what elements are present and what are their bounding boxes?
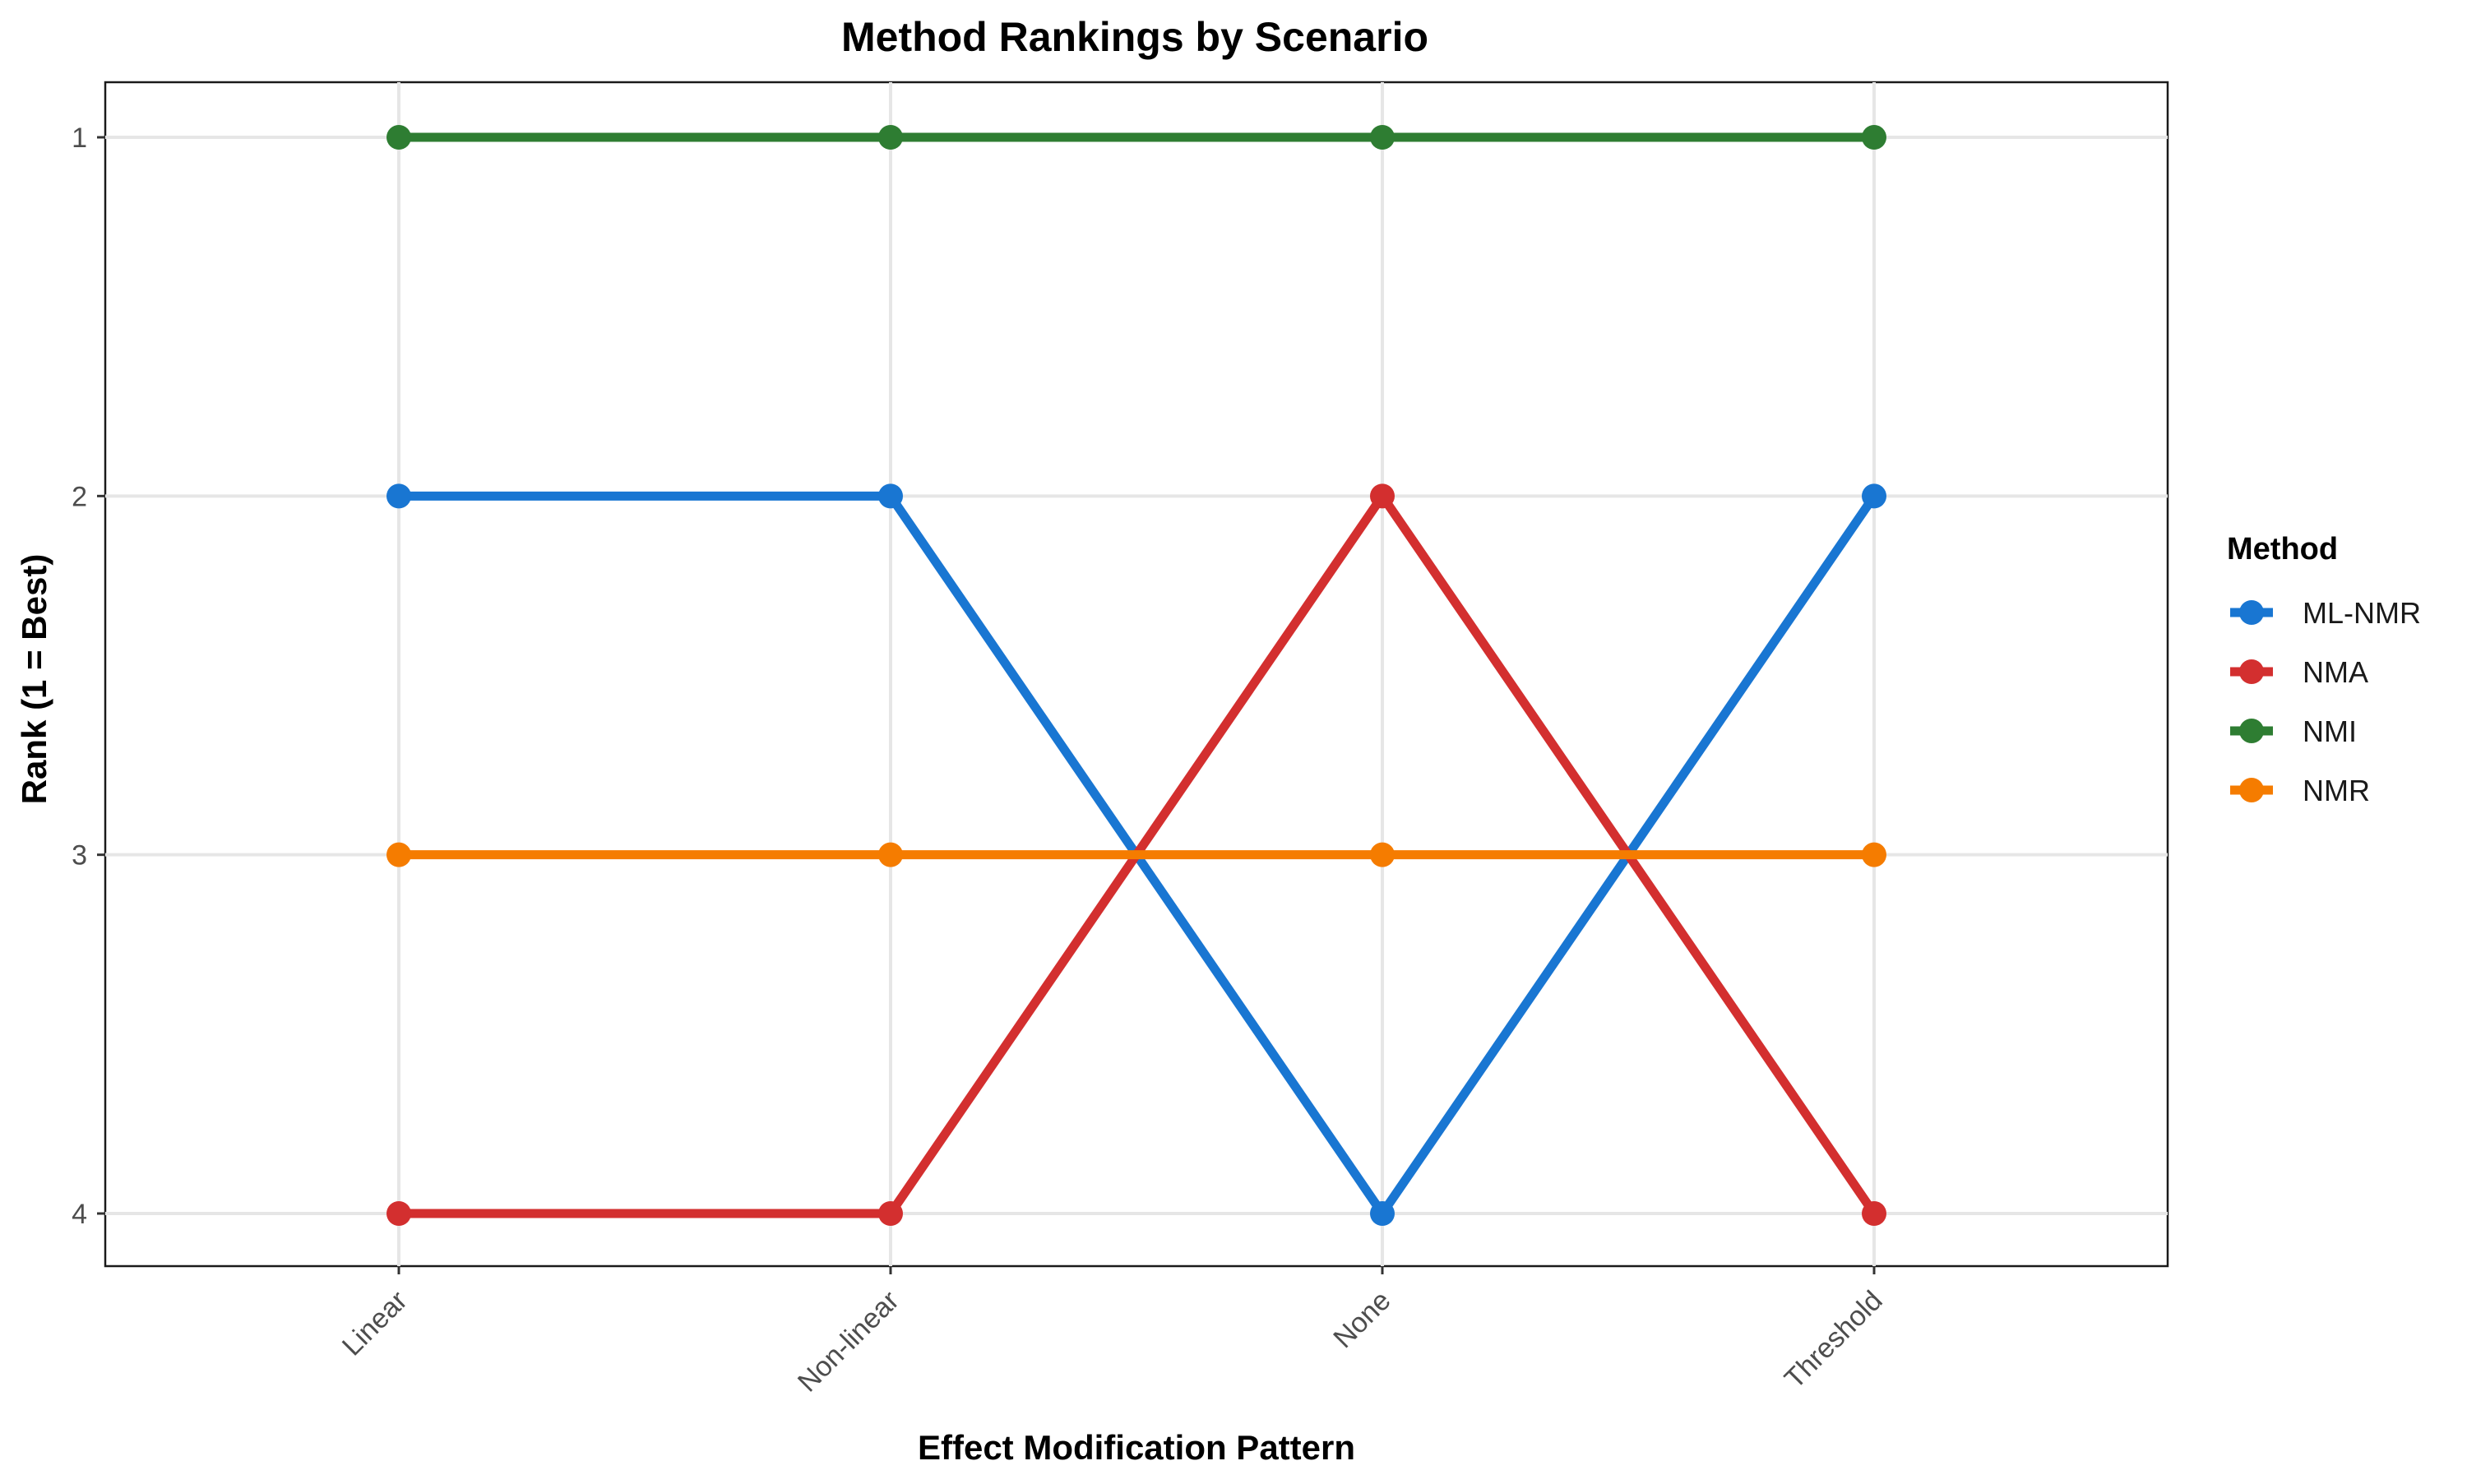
chart-title: Method Rankings by Scenario	[841, 14, 1428, 60]
point-nmr-3	[1862, 842, 1886, 867]
x-tick-label-1: Non-linear	[792, 1285, 905, 1398]
y-tick-label-1: 1	[72, 123, 87, 154]
x-axis-title: Effect Modification Pattern	[918, 1428, 1355, 1467]
legend-label-ml-nmr: ML-NMR	[2303, 596, 2421, 630]
gridlines	[105, 82, 2168, 1266]
y-tick-label-3: 3	[72, 840, 87, 871]
point-nmr-1	[878, 842, 903, 867]
legend-title: Method	[2227, 532, 2338, 566]
point-nma-2	[1370, 483, 1395, 509]
legend-key-point-nma	[2239, 659, 2264, 684]
point-ml-nmr-1	[878, 483, 903, 509]
y-tick-label-2: 2	[72, 481, 87, 512]
legend-label-nmi: NMI	[2303, 714, 2357, 748]
point-nma-3	[1862, 1201, 1886, 1226]
point-nmi-2	[1370, 125, 1395, 150]
plot-panel	[104, 81, 2169, 1268]
point-nmr-2	[1370, 842, 1395, 867]
legend-label-nma: NMA	[2303, 655, 2368, 689]
x-tick-label-2: None	[1327, 1285, 1396, 1354]
legend-key-point-nmi	[2239, 719, 2264, 743]
point-nmi-1	[878, 125, 903, 150]
series-lines	[399, 132, 1878, 1218]
y-axis-title: Rank (1 = Best)	[15, 554, 53, 805]
series-points	[386, 125, 1886, 1226]
legend: Method ML-NMR NMA NMI NMR	[2227, 532, 2421, 807]
panel-border	[104, 81, 2169, 1268]
point-nma-1	[878, 1201, 903, 1226]
legend-key-point-nmr	[2239, 778, 2264, 802]
point-nmr-0	[386, 842, 411, 867]
point-ml-nmr-0	[386, 483, 411, 509]
y-tick-label-4: 4	[72, 1199, 87, 1230]
x-tick-label-0: Linear	[336, 1285, 414, 1362]
legend-label-nmr: NMR	[2303, 774, 2370, 807]
y-axis-ticks: 1 2 3 4	[72, 123, 105, 1230]
x-axis-ticks: Linear Non-linear None Threshold	[336, 1266, 1889, 1398]
point-ml-nmr-2	[1370, 1201, 1395, 1226]
x-tick-label-3: Threshold	[1779, 1285, 1889, 1395]
point-ml-nmr-3	[1862, 483, 1886, 509]
point-nma-0	[386, 1201, 411, 1226]
point-nmi-0	[386, 125, 411, 150]
point-nmi-3	[1862, 125, 1886, 150]
legend-key-point-ml-nmr	[2239, 600, 2264, 625]
